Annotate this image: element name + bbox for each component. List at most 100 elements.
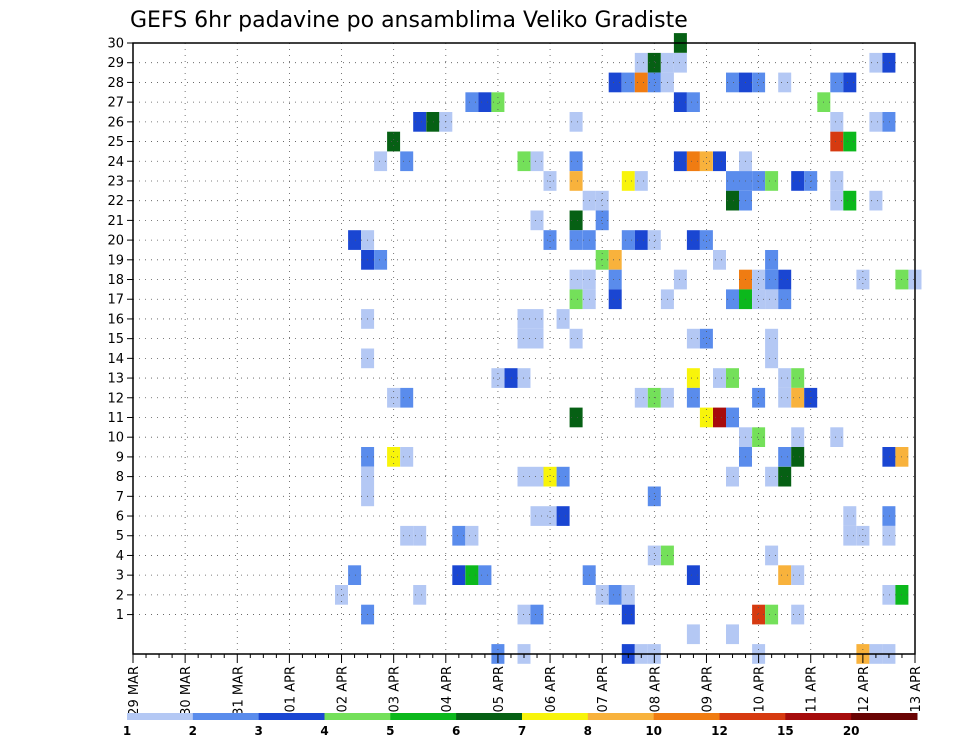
heatmap-cell — [569, 112, 583, 132]
colorbar-label: 1 — [123, 724, 131, 738]
heatmap-cell — [791, 387, 805, 408]
heatmap-cell — [374, 250, 388, 270]
colorbar-swatch — [719, 713, 786, 720]
y-tick-label: 2 — [116, 588, 124, 603]
heatmap-cell — [765, 328, 779, 349]
x-tick-label: 11 APR — [805, 666, 820, 712]
heatmap-cell — [400, 525, 414, 546]
heatmap-cell — [413, 112, 427, 132]
heatmap-cell — [882, 112, 896, 132]
heatmap-cell — [869, 52, 883, 73]
heatmap-cell — [830, 427, 844, 447]
heatmap-cell — [843, 190, 857, 211]
heatmap-cell — [726, 368, 739, 388]
heatmap-cell — [569, 269, 583, 290]
colorbar-swatch — [587, 713, 655, 720]
heatmap-cell — [882, 447, 896, 467]
heatmap-cell — [400, 447, 414, 467]
heatmap-cell — [765, 348, 779, 369]
heatmap-cell — [752, 604, 766, 625]
heatmap-cell — [647, 545, 661, 566]
heatmap-cell — [869, 112, 883, 132]
heatmap-cell — [791, 447, 805, 467]
x-tick-label: 08 APR — [648, 666, 663, 712]
heatmap-cell — [569, 328, 583, 349]
colorbar-swatch — [851, 713, 918, 720]
heatmap-cell — [400, 387, 414, 408]
heatmap-cell — [765, 545, 779, 566]
heatmap-cell — [634, 72, 648, 93]
heatmap-cell — [752, 289, 766, 310]
heatmap-cell — [452, 525, 466, 546]
heatmap-cell — [673, 269, 687, 290]
heatmap-cell — [713, 368, 726, 388]
heatmap-cell — [647, 230, 661, 250]
y-tick-label: 24 — [107, 155, 124, 170]
y-tick-label: 17 — [107, 293, 124, 308]
y-tick-label: 20 — [107, 234, 124, 249]
y-tick-label: 7 — [116, 490, 124, 505]
y-tick-label: 9 — [116, 450, 124, 465]
heatmap-cell — [478, 92, 492, 112]
heatmap-cell — [791, 171, 805, 191]
heatmap-cell — [608, 269, 622, 290]
heatmap-cell — [556, 506, 570, 526]
y-tick-label: 28 — [107, 76, 124, 91]
y-tick-label: 18 — [107, 273, 124, 288]
y-tick-label: 29 — [107, 56, 124, 71]
heatmap-cell — [752, 171, 766, 191]
heatmap-cell — [543, 466, 557, 487]
heatmap-cell — [726, 624, 739, 645]
y-tick-label: 30 — [107, 37, 124, 52]
heatmap-cell — [465, 92, 479, 112]
heatmap-cell — [778, 565, 792, 585]
heatmap-cell — [673, 52, 687, 73]
heatmap-cell — [765, 250, 779, 270]
heatmap-cell — [713, 151, 726, 172]
heatmap-cell — [752, 427, 766, 447]
chart-title: GEFS 6hr padavine po ansamblima Veliko G… — [130, 8, 688, 33]
y-tick-label: 25 — [107, 135, 124, 150]
y-tick-label: 6 — [116, 510, 124, 525]
y-tick-label: 22 — [107, 194, 124, 209]
colorbar-swatch — [390, 713, 457, 720]
heatmap-cell — [634, 230, 648, 250]
y-tick-label: 21 — [107, 214, 124, 229]
heatmap-cell — [673, 151, 687, 172]
heatmap-cell — [556, 466, 570, 487]
heatmap-cell — [608, 585, 622, 605]
heatmap-cell — [595, 585, 609, 605]
y-axis: 1234567891011121314151617181920212223242… — [107, 37, 133, 623]
heatmap-cell — [530, 309, 544, 329]
colorbar-label: 15 — [777, 724, 794, 738]
colorbar-label: 6 — [452, 724, 460, 738]
y-tick-label: 23 — [107, 174, 124, 189]
heatmap-cell — [569, 289, 583, 310]
heatmap-cell — [882, 585, 896, 605]
x-tick-label: 09 APR — [700, 666, 715, 712]
colorbar-label: 7 — [518, 724, 526, 738]
x-tick-label: 31 MAR — [231, 666, 246, 716]
colorbar-legend: 1 2 3 4 5 6 7 8 10 12 15 20 — [123, 713, 918, 738]
heatmap-cell — [569, 171, 583, 191]
y-tick-label: 10 — [107, 431, 124, 446]
heatmap-cell — [530, 210, 544, 231]
heatmap-cell — [686, 565, 700, 585]
x-tick-label: 03 APR — [388, 666, 403, 712]
heatmap-cell — [726, 289, 739, 310]
heatmap-cell — [804, 171, 818, 191]
heatmap-cell — [686, 368, 700, 388]
heatmap-cell — [686, 328, 700, 349]
x-tick-label: 29 MAR — [127, 666, 142, 716]
heatmap-cell — [595, 210, 609, 231]
heatmap-cell — [608, 289, 622, 310]
colorbar-label: 10 — [645, 724, 662, 738]
heatmap-cell — [778, 72, 792, 93]
y-tick-label: 15 — [107, 332, 124, 347]
heatmap-cell — [686, 387, 700, 408]
heatmap-cell — [569, 151, 583, 172]
heatmap-cell — [726, 190, 739, 211]
heatmap-cell — [778, 368, 792, 388]
heatmap-cell — [530, 328, 544, 349]
heatmap-cell — [647, 52, 661, 73]
